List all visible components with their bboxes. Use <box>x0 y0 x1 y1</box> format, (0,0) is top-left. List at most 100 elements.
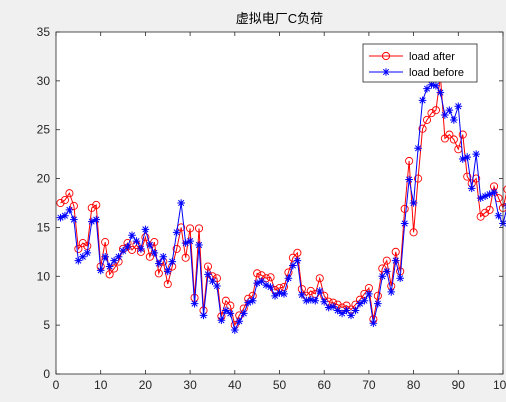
data-point-load-before <box>284 274 293 283</box>
data-point-load-after <box>127 245 137 254</box>
data-point-load-after <box>400 204 409 213</box>
data-point-load-before <box>463 153 472 161</box>
data-point-load-before <box>329 302 337 311</box>
data-point-load-before <box>472 150 480 158</box>
data-point-load-after <box>110 264 119 273</box>
data-point-load-before <box>132 237 141 245</box>
data-point-load-after <box>154 269 163 278</box>
data-point-load-after <box>163 280 172 289</box>
data-point-load-after <box>181 253 190 262</box>
data-point-load-before <box>320 297 328 306</box>
data-point-load-before <box>119 247 127 255</box>
x-tick-label: 80 <box>407 378 421 392</box>
data-point-load-after <box>458 130 467 139</box>
data-point-load-before <box>266 283 275 291</box>
data-point-load-after <box>65 189 74 198</box>
data-point-load-after <box>186 224 195 233</box>
data-point-load-after <box>172 244 181 253</box>
data-point-load-after <box>56 198 65 208</box>
data-point-load-after <box>503 185 506 194</box>
data-point-load-before <box>128 231 136 240</box>
data-point-load-after <box>74 244 83 253</box>
data-point-load-before <box>302 296 311 305</box>
data-point-load-before <box>92 215 101 224</box>
data-point-load-before <box>405 175 413 184</box>
data-point-load-before <box>481 192 489 200</box>
data-point-load-before <box>114 252 123 261</box>
y-tick-label: 25 <box>37 123 51 137</box>
data-point-load-before <box>101 252 109 261</box>
data-point-load-after <box>378 264 387 273</box>
data-point-load-after <box>293 248 302 257</box>
data-point-load-after <box>92 200 101 210</box>
data-point-load-before <box>365 290 373 298</box>
data-point-load-before <box>235 317 244 326</box>
data-point-load-before <box>414 144 422 153</box>
data-point-load-before <box>378 272 387 281</box>
data-point-load-before <box>181 239 190 247</box>
data-point-load-after <box>445 130 454 139</box>
y-tick-label: 35 <box>37 25 51 39</box>
legend-marker-load-after <box>381 51 391 61</box>
data-point-load-before <box>137 245 145 253</box>
data-point-load-before <box>199 311 208 320</box>
legend-label-load-after: load after <box>409 51 455 63</box>
data-point-load-before <box>213 282 221 290</box>
data-point-load-before <box>494 211 503 220</box>
data-point-load-before <box>150 249 159 257</box>
data-point-load-before <box>222 306 230 315</box>
data-point-load-before <box>217 316 226 325</box>
legend-star-glyph <box>382 68 390 76</box>
data-point-load-before <box>105 262 114 271</box>
data-point-load-before <box>110 256 118 265</box>
data-point-load-before <box>382 267 391 276</box>
x-tick-label: 60 <box>318 378 332 392</box>
data-point-load-before <box>204 270 212 279</box>
data-point-load-before <box>458 155 467 163</box>
data-point-load-before <box>356 299 364 308</box>
data-point-load-after <box>145 252 154 261</box>
data-point-load-before <box>146 241 154 249</box>
data-point-load-before <box>275 289 284 297</box>
data-point-load-before <box>427 80 436 89</box>
data-point-load-after <box>141 233 150 242</box>
data-point-load-after <box>427 109 436 118</box>
legend-label-load-before: load before <box>409 67 464 79</box>
data-point-load-before <box>271 292 279 300</box>
data-point-load-before <box>418 96 427 105</box>
data-point-load-before <box>280 290 288 298</box>
x-tick-label: 90 <box>452 378 466 392</box>
x-tick-label: 10 <box>94 378 108 392</box>
data-point-load-before <box>190 299 199 308</box>
x-tick-label: 70 <box>362 378 376 392</box>
data-point-load-before <box>454 102 463 111</box>
data-point-load-after <box>422 115 432 124</box>
data-point-load-before <box>324 303 333 312</box>
data-point-load-after <box>69 201 78 210</box>
data-point-load-after <box>226 301 235 310</box>
data-point-load-before <box>467 184 476 193</box>
data-point-load-before <box>74 256 83 265</box>
data-point-load-before <box>360 296 369 305</box>
data-point-load-before <box>248 296 257 305</box>
y-tick-label: 5 <box>43 318 50 332</box>
data-point-load-before <box>186 237 194 245</box>
data-point-load-after <box>409 228 418 237</box>
data-point-load-before <box>262 281 270 289</box>
data-point-load-after <box>373 291 382 300</box>
data-point-load-before <box>432 81 440 90</box>
data-point-load-before <box>445 106 454 114</box>
legend-marker-load-before <box>382 68 390 76</box>
data-point-load-before <box>391 256 400 265</box>
data-point-load-before <box>141 225 150 234</box>
data-point-load-before <box>338 309 346 318</box>
data-point-load-before <box>400 219 409 228</box>
x-tick-label: 20 <box>139 378 153 392</box>
data-point-load-before <box>293 256 302 265</box>
data-point-load-before <box>369 319 378 327</box>
data-point-load-before <box>347 311 355 320</box>
data-point-load-before <box>476 194 485 202</box>
data-point-load-after <box>203 262 213 271</box>
x-tick-label: 100 <box>493 378 506 392</box>
